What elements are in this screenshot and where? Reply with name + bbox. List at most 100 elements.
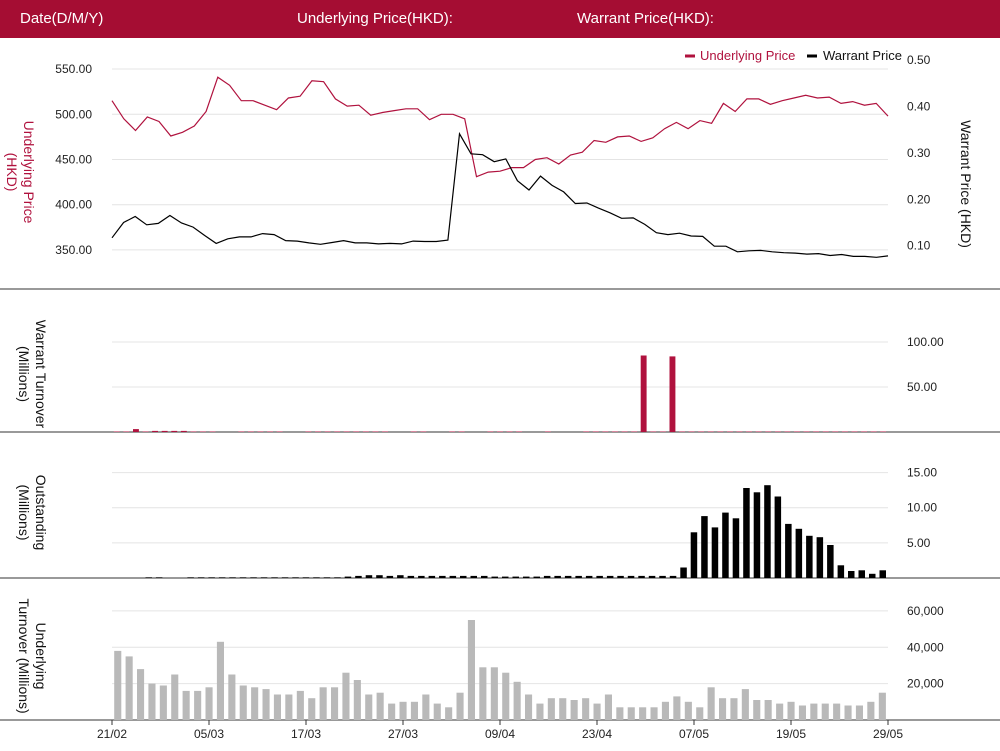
outstanding-bar bbox=[260, 577, 268, 578]
outstanding-bar bbox=[302, 577, 310, 578]
underlying-turnover-bar bbox=[296, 690, 304, 720]
underlying-turnover-bar bbox=[627, 707, 635, 720]
outstanding-bar bbox=[669, 575, 677, 578]
warrant-turnover-bar bbox=[592, 431, 599, 432]
outstanding-bar bbox=[785, 523, 792, 578]
warrant-turnover-bar bbox=[583, 431, 590, 432]
warrant-turnover-bar bbox=[133, 429, 139, 432]
warrant-turnover-bar bbox=[353, 431, 360, 432]
underlying-turnover-bar bbox=[251, 687, 259, 720]
underlying-turnover-bar bbox=[479, 667, 487, 720]
outstanding-bar bbox=[680, 567, 687, 578]
underlying-turnover-bar bbox=[513, 681, 521, 720]
warrant-turnover-bar bbox=[650, 431, 657, 432]
underlying-turnover-bar bbox=[456, 692, 464, 720]
warrant-turnover-bar bbox=[343, 431, 350, 432]
underlying-turnover-bar bbox=[239, 685, 247, 720]
outstanding-bar bbox=[449, 575, 457, 578]
outstanding-bar bbox=[502, 576, 509, 578]
outstanding-bar bbox=[533, 576, 540, 578]
underlying-turnover-bar bbox=[228, 674, 236, 720]
outstanding-y-tick: 5.00 bbox=[907, 536, 931, 550]
underlying-turnover-y-tick: 40,000 bbox=[907, 640, 944, 654]
y-axis-title-right: Warrant Price (HKD) bbox=[958, 120, 974, 248]
underlying-turnover-bar bbox=[171, 674, 179, 720]
outstanding-bar bbox=[491, 576, 498, 578]
legend-underlying: Underlying Price bbox=[700, 48, 795, 63]
y-tick-right: 0.40 bbox=[907, 99, 931, 113]
warrant-chart: 350.00 400.00 450.00 500.00 550.00 0.10 0.20 0.… bbox=[0, 48, 1000, 741]
outstanding-bar bbox=[365, 575, 373, 578]
outstanding-bar bbox=[281, 577, 289, 578]
outstanding-bar bbox=[218, 577, 226, 578]
outstanding-bar bbox=[722, 512, 729, 578]
warrant-turnover-bar bbox=[200, 431, 206, 432]
warrant-turnover-bar bbox=[612, 431, 618, 432]
underlying-turnover-bar bbox=[308, 698, 316, 720]
outstanding-bar bbox=[638, 575, 645, 578]
outstanding-bar bbox=[229, 577, 236, 578]
underlying-turnover-y-tick: 60,000 bbox=[907, 604, 944, 618]
warrant-turnover-y-tick: 100.00 bbox=[907, 335, 944, 349]
underlying-turnover-bar bbox=[342, 672, 350, 720]
underlying-turnover-bar bbox=[798, 705, 806, 720]
underlying-turnover-bar bbox=[536, 703, 544, 720]
outstanding-bar bbox=[806, 535, 813, 578]
outstanding-bar bbox=[858, 570, 865, 578]
warrant-turnover-bar bbox=[688, 431, 695, 432]
underlying-turnover-bar bbox=[547, 698, 555, 720]
underlying-turnover-bar bbox=[194, 690, 202, 720]
header-bar: Date(D/M/Y) Underlying Price(HKD): Warra… bbox=[0, 0, 1000, 38]
outstanding-bar bbox=[428, 575, 436, 578]
warrant-turnover-bar bbox=[870, 431, 877, 432]
warrant-turnover-bar bbox=[851, 431, 858, 432]
warrant-turnover-bar bbox=[238, 431, 245, 432]
warrant-turnover-bar bbox=[544, 431, 551, 432]
underlying-turnover-y-tick: 20,000 bbox=[907, 677, 944, 691]
warrant-turnover-bar bbox=[774, 431, 781, 432]
warrant-turnover-bar bbox=[420, 431, 427, 432]
underlying-turnover-bar bbox=[661, 701, 669, 720]
underlying-turnover-bar bbox=[445, 707, 453, 720]
underlying-turnover-bar bbox=[125, 656, 133, 720]
underlying-turnover-bar bbox=[376, 692, 384, 720]
outstanding-bar bbox=[523, 576, 530, 578]
warrant-turnover-bar bbox=[123, 431, 130, 432]
underlying-turnover-bar bbox=[867, 701, 875, 720]
warrant-turnover-bar bbox=[180, 430, 187, 432]
outstanding-bar bbox=[774, 496, 782, 578]
outstanding-bar bbox=[334, 577, 341, 578]
outstanding-bar bbox=[795, 528, 803, 578]
warrant-turnover-bar bbox=[727, 431, 733, 432]
warrant-turnover-bar bbox=[171, 430, 178, 432]
x-tick-label: 23/04 bbox=[582, 727, 612, 741]
underlying-turnover-bar bbox=[604, 694, 612, 720]
warrant-turnover-bar bbox=[305, 431, 312, 432]
warrant-turnover-bar bbox=[640, 355, 647, 432]
underlying-turnover-bar bbox=[319, 687, 327, 720]
outstanding-bar bbox=[292, 577, 299, 578]
warrant-turnover-bar bbox=[679, 431, 685, 432]
warrant-turnover-bar bbox=[621, 431, 628, 432]
warrant-turnover-bar bbox=[755, 431, 762, 432]
outstanding-bar bbox=[585, 575, 593, 578]
warrant-price-label: Warrant Price(HKD): bbox=[577, 10, 714, 27]
underlying-turnover-bar bbox=[719, 698, 727, 720]
y-tick-left: 350.00 bbox=[55, 243, 92, 257]
underlying-turnover-bar bbox=[490, 667, 498, 720]
underlying-turnover-bar bbox=[776, 703, 784, 720]
outstanding-y-title: Outstanding(Millions) bbox=[16, 475, 49, 551]
underlying-turnover-y-title: UnderlyingTurnover (Millions) bbox=[16, 598, 49, 713]
y-tick-right: 0.50 bbox=[907, 53, 931, 67]
outstanding-bar bbox=[313, 577, 320, 578]
outstanding-bar bbox=[627, 575, 635, 578]
underlying-turnover-bar bbox=[205, 687, 213, 720]
warrant-turnover-bar bbox=[516, 431, 523, 432]
outstanding-bar bbox=[239, 577, 247, 578]
underlying-turnover-bar bbox=[410, 701, 418, 720]
underlying-turnover-bar bbox=[216, 641, 224, 720]
warrant-turnover-bar bbox=[707, 431, 714, 432]
warrant-turnover-bar bbox=[717, 431, 724, 432]
underlying-turnover-bar bbox=[148, 683, 156, 720]
outstanding-bar bbox=[732, 518, 740, 578]
